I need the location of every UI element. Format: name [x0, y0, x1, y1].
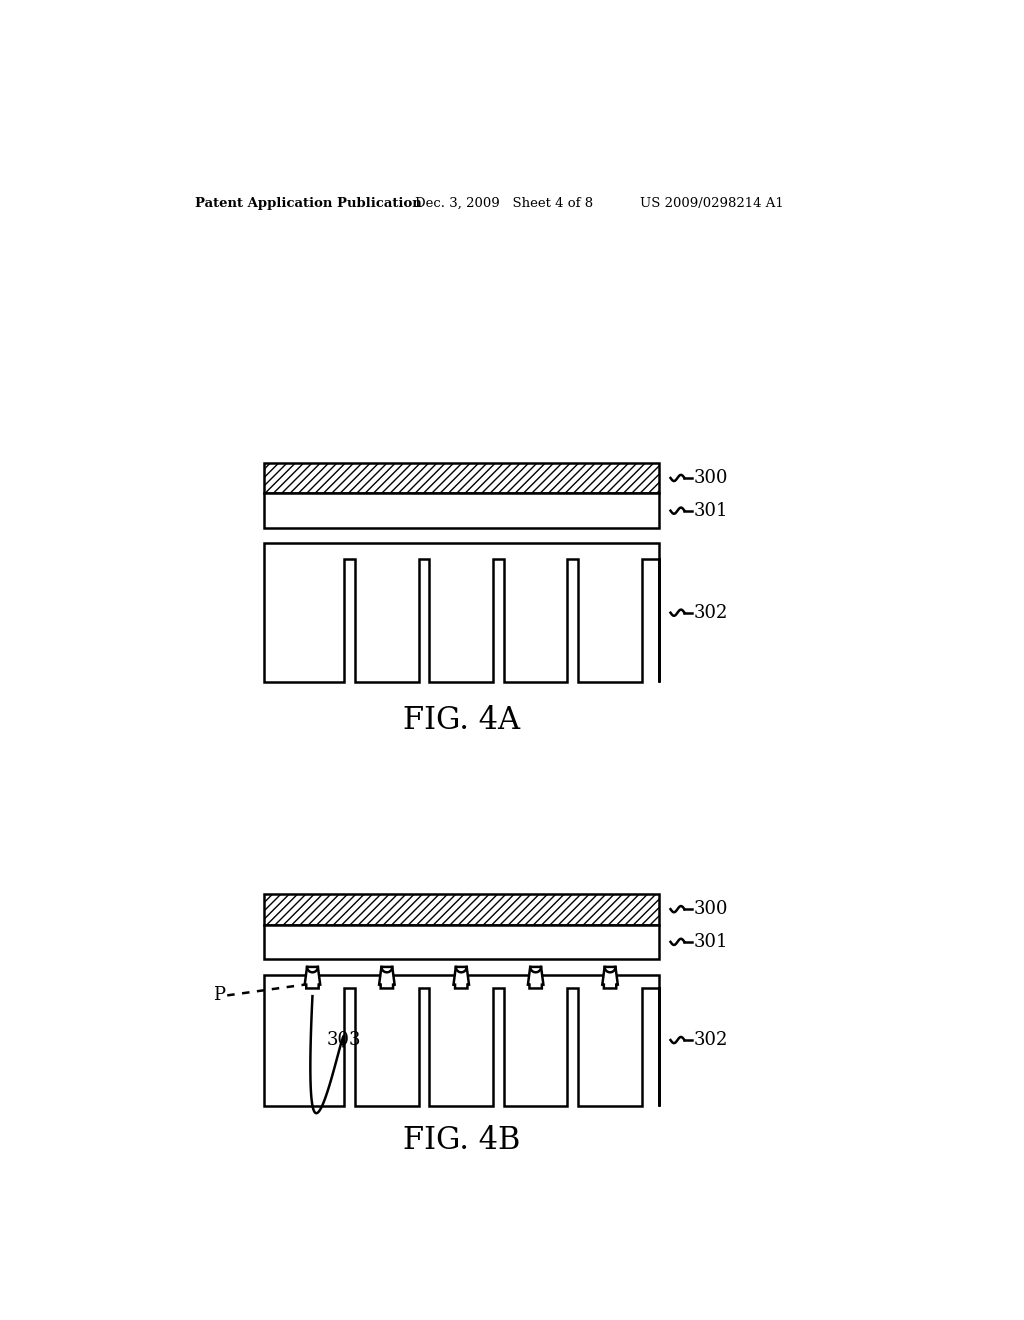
Text: FIG. 4B: FIG. 4B: [402, 1125, 520, 1155]
Text: 300: 300: [693, 900, 728, 919]
Polygon shape: [263, 974, 658, 1106]
Polygon shape: [263, 894, 658, 924]
Text: Dec. 3, 2009   Sheet 4 of 8: Dec. 3, 2009 Sheet 4 of 8: [415, 197, 593, 210]
Text: FIG. 4A: FIG. 4A: [402, 705, 520, 737]
Polygon shape: [602, 966, 617, 989]
Text: US 2009/0298214 A1: US 2009/0298214 A1: [640, 197, 783, 210]
Polygon shape: [305, 966, 321, 989]
Text: 301: 301: [693, 502, 728, 520]
Polygon shape: [263, 544, 658, 682]
Text: Patent Application Publication: Patent Application Publication: [196, 197, 422, 210]
Text: 302: 302: [693, 603, 728, 622]
Text: 301: 301: [693, 933, 728, 950]
Text: 300: 300: [693, 469, 728, 487]
Text: P: P: [213, 986, 225, 1005]
Polygon shape: [263, 462, 658, 494]
Polygon shape: [263, 494, 658, 528]
Polygon shape: [379, 966, 394, 989]
Text: 303: 303: [327, 1031, 360, 1049]
Text: 302: 302: [693, 1031, 728, 1049]
Polygon shape: [528, 966, 544, 989]
Polygon shape: [454, 966, 469, 989]
Polygon shape: [263, 924, 658, 960]
